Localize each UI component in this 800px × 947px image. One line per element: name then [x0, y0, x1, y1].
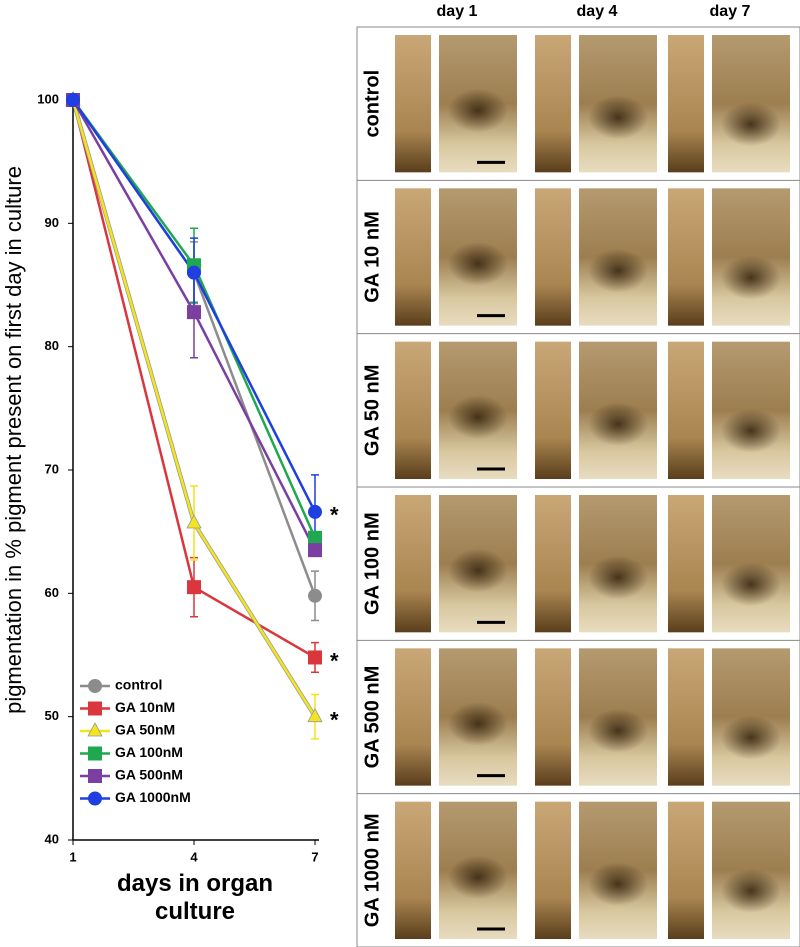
micrograph-bulb: [721, 255, 781, 300]
micrograph-bulb: [448, 395, 508, 440]
micrograph-bulb: [448, 548, 508, 593]
column-label: day 1: [437, 3, 478, 20]
series-line: [71, 99, 317, 718]
data-point: [308, 650, 322, 665]
legend-marker: [87, 722, 103, 737]
micrograph-bulb: [721, 715, 781, 760]
y-tick-label: 70: [45, 461, 59, 476]
y-axis-label: pigmentation in % pigment present on fir…: [1, 166, 26, 714]
row-label: GA 100 nM: [361, 512, 383, 615]
micrograph-narrow: [668, 801, 704, 939]
micrograph-narrow: [535, 648, 571, 786]
x-tick-label: 1: [69, 849, 76, 864]
micrograph-bulb: [588, 95, 648, 140]
y-tick-label: 40: [45, 831, 59, 846]
significance-mark: *: [330, 503, 339, 528]
data-point: [307, 707, 323, 723]
legend-label: GA 50nM: [115, 722, 175, 738]
micrograph-bulb: [721, 408, 781, 453]
y-tick-label: 50: [45, 708, 59, 723]
micrograph-narrow: [395, 495, 431, 633]
micrograph-bulb: [448, 241, 508, 286]
y-tick-label: 60: [45, 585, 59, 600]
legend-label: GA 100nM: [115, 744, 183, 760]
micrograph-bulb: [588, 862, 648, 907]
y-tick-label: 80: [45, 338, 59, 353]
legend-marker: [88, 746, 102, 761]
micrograph-narrow: [668, 341, 704, 479]
legend-label: control: [115, 677, 162, 693]
significance-mark: *: [330, 648, 339, 673]
micrograph-narrow: [668, 495, 704, 633]
row-label: GA 10 nM: [361, 211, 383, 303]
micrograph-bulb: [588, 402, 648, 447]
legend-label: GA 1000nM: [115, 789, 191, 805]
data-point: [66, 93, 80, 107]
legend-marker: [88, 701, 102, 716]
data-point: [308, 530, 322, 545]
micrograph-narrow: [535, 495, 571, 633]
x-tick-label: 7: [311, 849, 318, 864]
micrograph-narrow: [395, 801, 431, 939]
data-point: [187, 265, 201, 280]
legend-label: GA 10nM: [115, 699, 175, 715]
micrograph-narrow: [535, 188, 571, 326]
micrograph-narrow: [395, 35, 431, 173]
micrograph-bulb: [448, 855, 508, 900]
significance-mark: *: [330, 707, 339, 732]
y-tick-label: 90: [45, 215, 59, 230]
micrograph-bulb: [721, 868, 781, 913]
micrograph-narrow: [535, 801, 571, 939]
series-line-edge: [71, 99, 317, 718]
legend-marker: [88, 679, 102, 693]
micrograph-narrow: [395, 188, 431, 326]
data-point: [187, 580, 201, 595]
data-point: [187, 305, 201, 320]
micrograph-narrow: [535, 35, 571, 173]
micrograph-narrow: [535, 341, 571, 479]
row-label: GA 500 nM: [361, 666, 383, 769]
data-point: [308, 543, 322, 558]
micrograph-bulb: [588, 708, 648, 753]
micrograph-bulb: [721, 562, 781, 607]
micrograph-narrow: [395, 648, 431, 786]
column-label: day 7: [710, 3, 751, 20]
legend-marker: [88, 791, 102, 806]
micrograph-narrow: [395, 341, 431, 479]
micrograph-bulb: [588, 248, 648, 293]
data-point: [186, 514, 202, 529]
micrograph-bulb: [448, 88, 508, 133]
legend-marker: [88, 769, 102, 783]
micrograph-bulb: [448, 701, 508, 746]
micrograph-narrow: [668, 35, 704, 173]
micrograph-narrow: [668, 648, 704, 786]
y-tick-label: 100: [37, 91, 59, 106]
row-label: GA 1000 nM: [361, 813, 383, 927]
micrograph-bulb: [588, 555, 648, 600]
x-axis-label: days in organ culture: [116, 870, 274, 925]
x-tick-label: 4: [190, 849, 198, 864]
data-point: [308, 504, 322, 519]
legend-label: GA 500nM: [115, 767, 183, 783]
column-label: day 4: [577, 3, 618, 20]
data-point: [308, 588, 322, 603]
row-label: GA 50 nM: [361, 365, 383, 457]
micrograph-narrow: [668, 188, 704, 326]
row-label: control: [361, 70, 383, 138]
micrograph-bulb: [721, 102, 781, 147]
